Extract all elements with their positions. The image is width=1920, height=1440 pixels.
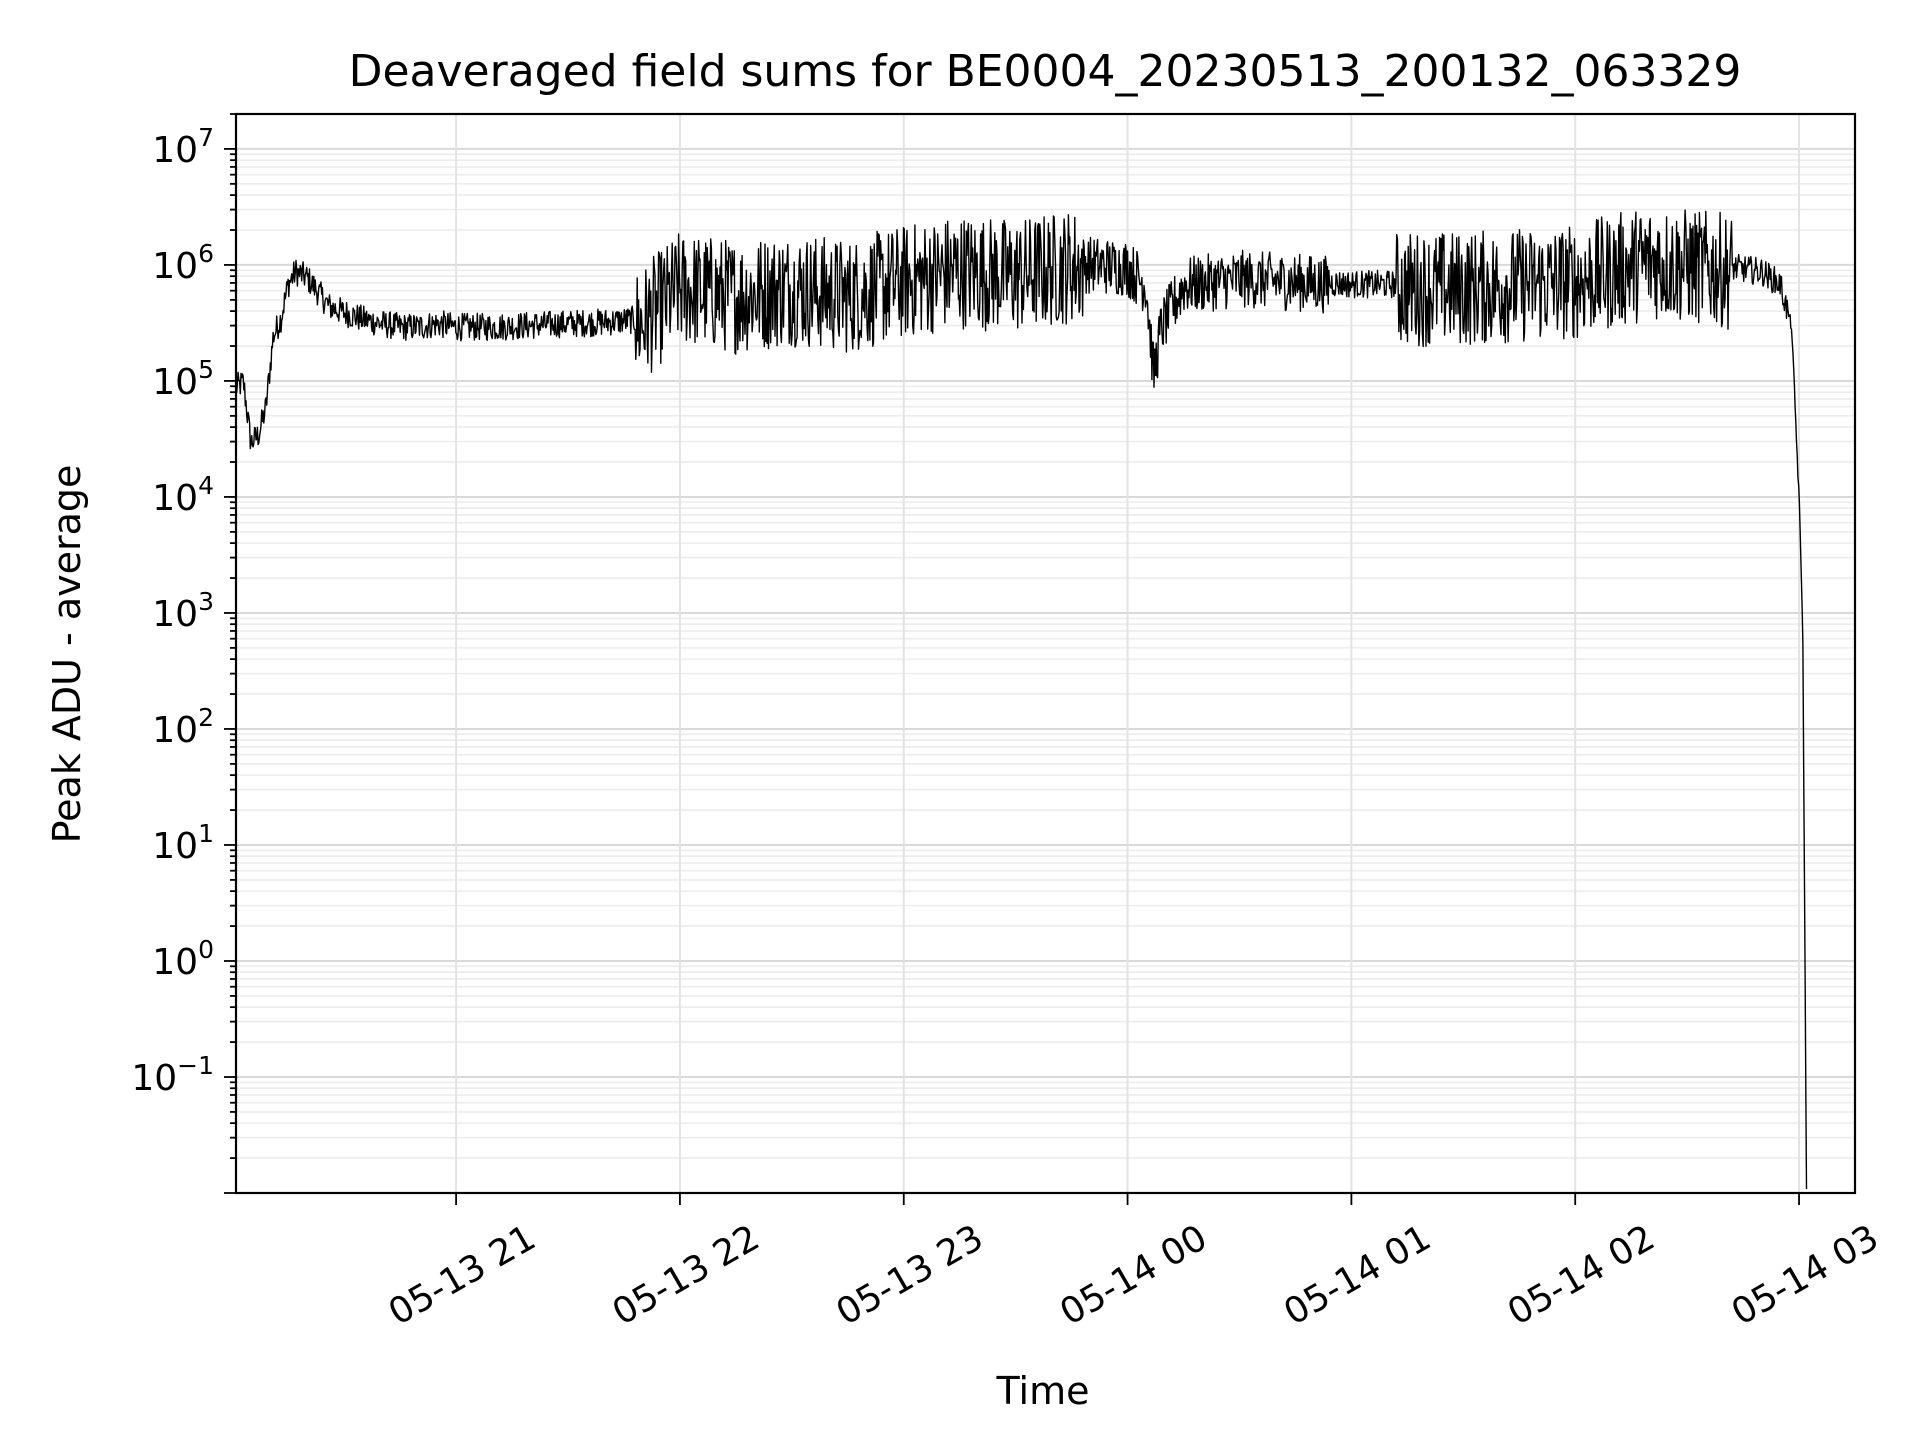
y-tick-exponent: 0 xyxy=(198,935,214,964)
series-layer xyxy=(235,209,1808,1190)
x-axis-label: Time xyxy=(996,1369,1090,1413)
y-tick-base: 10 xyxy=(152,478,198,519)
y-tick-label: 101 xyxy=(152,819,214,867)
y-tick-label: 100 xyxy=(152,935,214,983)
y-tick-label: 105 xyxy=(152,355,214,403)
y-tick-base: 10 xyxy=(152,362,198,403)
y-tick-label: 103 xyxy=(152,587,214,635)
y-tick-exponent: −1 xyxy=(177,1051,214,1080)
y-tick-base: 10 xyxy=(152,246,198,287)
y-tick-label: 10−1 xyxy=(131,1051,214,1099)
y-tick-exponent: 5 xyxy=(198,355,214,384)
y-tick-label: 107 xyxy=(152,123,214,171)
y-tick-base: 10 xyxy=(152,130,198,171)
y-tick-base: 10 xyxy=(131,1058,177,1099)
y-tick-exponent: 7 xyxy=(198,123,214,152)
chart-title: Deaveraged field sums for BE0004_2023051… xyxy=(349,46,1742,97)
y-tick-exponent: 4 xyxy=(198,471,214,500)
y-tick-label: 104 xyxy=(152,471,214,519)
y-tick-exponent: 2 xyxy=(198,703,214,732)
y-tick-base: 10 xyxy=(152,594,198,635)
y-tick-label: 106 xyxy=(152,239,214,287)
y-tick-exponent: 6 xyxy=(198,239,214,268)
y-axis-label: Peak ADU - average xyxy=(45,465,89,844)
y-tick-exponent: 1 xyxy=(198,819,214,848)
y-tick-exponent: 3 xyxy=(198,587,214,616)
y-tick-base: 10 xyxy=(152,942,198,983)
y-tick-label: 102 xyxy=(152,703,214,751)
y-tick-base: 10 xyxy=(152,826,198,867)
plot-frame xyxy=(234,112,1857,1195)
series-line xyxy=(235,209,1808,1190)
y-tick-base: 10 xyxy=(152,710,198,751)
